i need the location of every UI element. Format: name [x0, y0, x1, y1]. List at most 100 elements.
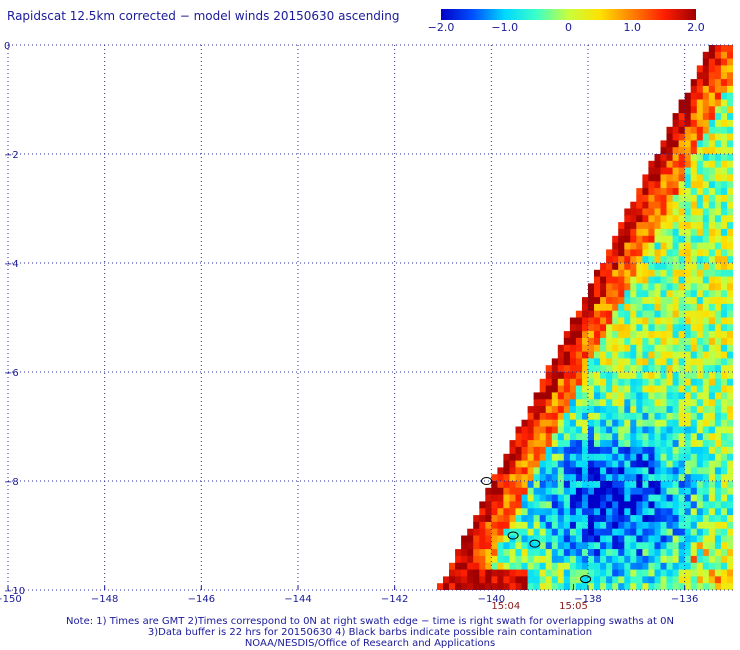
wind-cell: [727, 419, 733, 428]
wind-cell: [714, 113, 723, 121]
wind-cell: [563, 344, 572, 353]
wind-cell: [684, 358, 693, 366]
wind-cell: [491, 528, 499, 537]
wind-cell: [575, 555, 584, 564]
wind-cell: [557, 494, 566, 503]
wind-cell: [612, 562, 620, 571]
wind-cell: [720, 406, 729, 414]
wind-cell: [648, 167, 656, 176]
wind-cell: [690, 474, 699, 482]
wind-cell: [624, 481, 632, 489]
wind-cell: [594, 317, 602, 326]
wind-cell: [672, 276, 681, 285]
wind-cell: [521, 535, 530, 544]
wind-cell: [575, 358, 584, 366]
wind-cell: [684, 276, 693, 285]
wind-cell: [720, 528, 729, 537]
wind-cell: [545, 446, 554, 455]
wind-cell: [582, 542, 590, 550]
wind-cell: [654, 426, 663, 435]
wind-cell: [539, 535, 548, 544]
wind-cell: [660, 392, 669, 400]
wind-cell: [588, 576, 596, 584]
wind-cell: [539, 378, 548, 387]
wind-cell: [648, 501, 656, 509]
wind-cell: [588, 481, 596, 489]
wind-cell: [557, 399, 566, 407]
wind-cell: [594, 331, 602, 339]
wind-cell: [666, 269, 675, 278]
wind-cell: [702, 528, 711, 537]
wind-cell: [600, 303, 608, 312]
wind-cell: [588, 487, 596, 496]
wind-cell: [569, 555, 578, 564]
wind-cell: [527, 474, 536, 482]
wind-cell: [678, 562, 687, 571]
wind-cell: [720, 222, 729, 230]
wind-cell: [443, 576, 451, 584]
wind-cell: [600, 583, 608, 590]
wind-cell: [503, 576, 511, 584]
wind-cell: [672, 194, 681, 203]
wind-cell: [672, 147, 681, 155]
wind-cell: [727, 474, 733, 482]
wind-cell: [660, 188, 669, 196]
wind-cell: [660, 412, 669, 421]
wind-cell: [696, 106, 705, 114]
wind-cell: [539, 446, 548, 455]
wind-cell: [533, 399, 542, 407]
wind-cell: [727, 406, 733, 414]
wind-cell: [636, 535, 644, 544]
wind-cell: [575, 412, 584, 421]
wind-cell: [720, 106, 729, 114]
wind-cell: [666, 235, 675, 244]
wind-cell: [727, 45, 733, 53]
wind-cell: [624, 487, 632, 496]
wind-cell: [594, 358, 602, 366]
x-tick-label: −146: [188, 594, 215, 605]
wind-cell: [557, 569, 566, 578]
wind-cell: [678, 324, 687, 332]
wind-cells: [437, 45, 733, 590]
wind-cell: [678, 208, 687, 217]
wind-cell: [557, 467, 566, 475]
wind-cell: [660, 399, 669, 407]
wind-cell: [636, 446, 644, 455]
wind-cell: [708, 174, 717, 182]
wind-cell: [618, 351, 626, 360]
wind-cell: [666, 167, 675, 176]
wind-cell: [533, 467, 542, 475]
wind-cell: [666, 140, 675, 148]
y-tick-label: −10: [4, 586, 25, 597]
wind-cell: [545, 583, 554, 590]
wind-cell: [678, 569, 687, 578]
wind-cell: [539, 474, 548, 482]
wind-cell: [690, 222, 699, 230]
wind-cell: [594, 549, 602, 557]
wind-cell: [642, 303, 650, 312]
wind-cell: [654, 446, 663, 455]
wind-cell: [684, 269, 693, 278]
wind-cell: [702, 79, 711, 87]
wind-cell: [557, 460, 566, 469]
wind-cell: [666, 201, 675, 210]
wind-cell: [642, 487, 650, 496]
wind-cell: [702, 283, 711, 291]
wind-cell: [527, 549, 536, 557]
wind-cell: [630, 487, 638, 496]
wind-cell: [666, 474, 675, 482]
wind-cell: [521, 549, 530, 557]
wind-cell: [630, 576, 638, 584]
wind-cell: [636, 412, 644, 421]
wind-cell: [672, 481, 681, 489]
wind-cell: [569, 569, 578, 578]
wind-cell: [720, 365, 729, 373]
wind-cell: [678, 283, 687, 291]
wind-cell: [563, 481, 572, 489]
wind-cell: [588, 303, 596, 312]
wind-cell: [696, 372, 705, 380]
wind-cell: [672, 331, 681, 339]
wind-cell: [690, 154, 699, 162]
wind-cell: [618, 283, 626, 291]
wind-cell: [678, 555, 687, 564]
